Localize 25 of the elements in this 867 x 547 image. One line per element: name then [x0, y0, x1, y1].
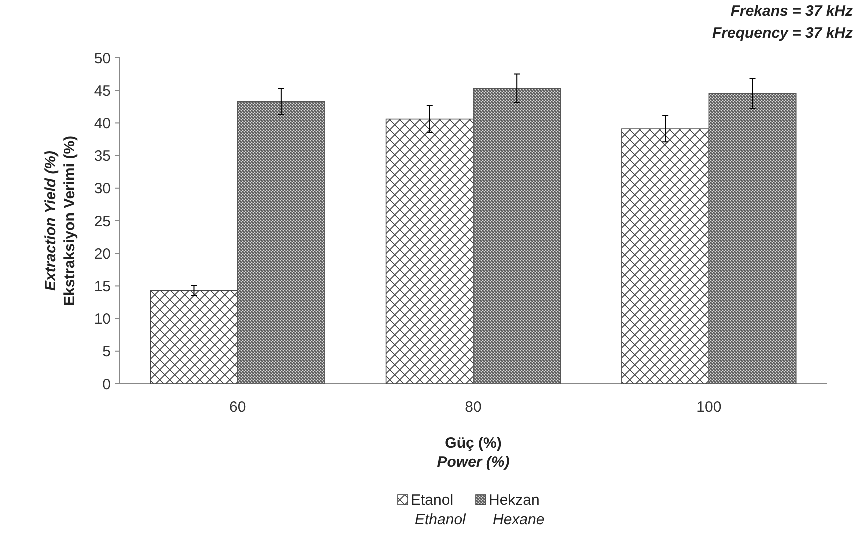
bar: [473, 88, 562, 384]
bar: [150, 290, 238, 384]
y-tick-label: 35: [94, 148, 111, 166]
x-axis-title: Güç (%) Power (%): [437, 435, 510, 471]
y-tick-label: 40: [94, 115, 111, 132]
x-tick-label: 100: [696, 399, 722, 416]
text: Frekans = 37 kHz Frequency = 37 kHz: [712, 3, 854, 42]
bar: [237, 101, 326, 384]
legend-label: Etanol Ethanol: [411, 492, 467, 528]
x-tick-label: 80: [465, 399, 482, 416]
x-tick-label: 60: [229, 399, 246, 416]
y-tick-label: 30: [94, 180, 111, 198]
y-tick-label: 15: [94, 278, 111, 296]
bar: [708, 93, 797, 384]
bar: [622, 128, 710, 384]
legend-label: Hekzan Hexane: [489, 492, 545, 528]
y-axis-title: Extraction Yield (%) Ekstraksiyon Verimi (%): [42, 136, 78, 306]
y-tick-label: 20: [94, 246, 111, 263]
y-tick-label: 5: [102, 344, 111, 361]
y-tick-label: 10: [94, 311, 111, 328]
y-tick-label: 25: [94, 213, 111, 230]
y-tick-label: 45: [94, 82, 111, 100]
y-tick-label: 0: [102, 376, 111, 394]
y-tick-label: 50: [94, 50, 111, 68]
bar: [386, 118, 474, 384]
